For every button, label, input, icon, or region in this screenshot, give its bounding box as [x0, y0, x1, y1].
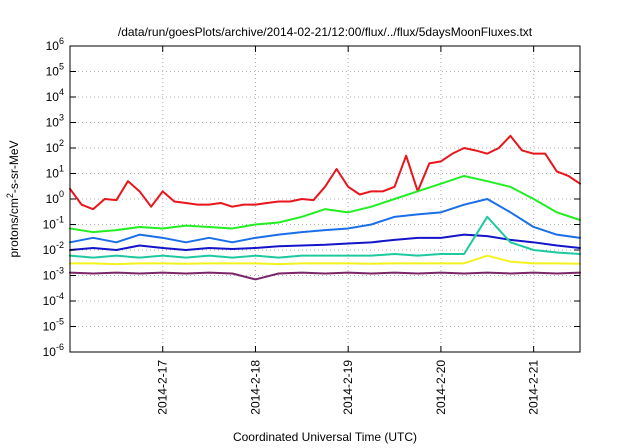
chart-title: /data/run/goesPlots/archive/2014-02-21/1… [118, 25, 533, 39]
y-tick-label: 10-5 [43, 317, 64, 334]
y-tick-label: 101 [46, 164, 64, 181]
x-tick-label: 2014-2-19 [341, 360, 355, 415]
series-line-7 [69, 271, 581, 281]
series-line-1 [69, 134, 581, 211]
y-tick-label: 106 [46, 36, 64, 53]
x-tick-label: 2014-2-20 [434, 360, 448, 415]
y-axis-label-sup: 2 [5, 193, 15, 198]
y-tick-label: 10-1 [43, 215, 64, 232]
y-tick-label: 10-2 [43, 240, 64, 257]
y-axis-label-suffix: -s-sr-MeV [7, 140, 21, 193]
y-tick-label: 10-4 [43, 291, 64, 308]
x-tick-label: 2014-2-21 [527, 360, 541, 415]
series-layer [69, 134, 581, 281]
y-tick-label: 10-3 [43, 266, 64, 283]
series-line-5 [69, 215, 581, 259]
series-line-6 [69, 254, 581, 266]
series-line-2 [69, 174, 581, 234]
y-tick-label: 102 [46, 138, 64, 155]
y-tick-label: 104 [46, 87, 64, 104]
y-axis-label: protons/cm2-s-sr-MeV [5, 140, 21, 257]
y-axis-label-prefix: protons/cm [7, 198, 21, 257]
ticks: 10-6 10-5 10-4 10-3 10-2 10-1 100 101 102 103 104 1… [43, 36, 580, 415]
y-tick-label: 103 [46, 113, 64, 130]
series-line-3 [69, 198, 581, 244]
x-tick-label: 2014-2-18 [248, 360, 262, 415]
y-tick-label: 105 [46, 62, 64, 79]
x-axis-label: Coordinated Universal Time (UTC) [233, 430, 417, 444]
y-tick-label: 10-6 [43, 342, 64, 359]
y-tick-label: 100 [46, 189, 64, 206]
x-tick-label: 2014-2-17 [156, 360, 170, 415]
series-line-4 [69, 233, 581, 251]
